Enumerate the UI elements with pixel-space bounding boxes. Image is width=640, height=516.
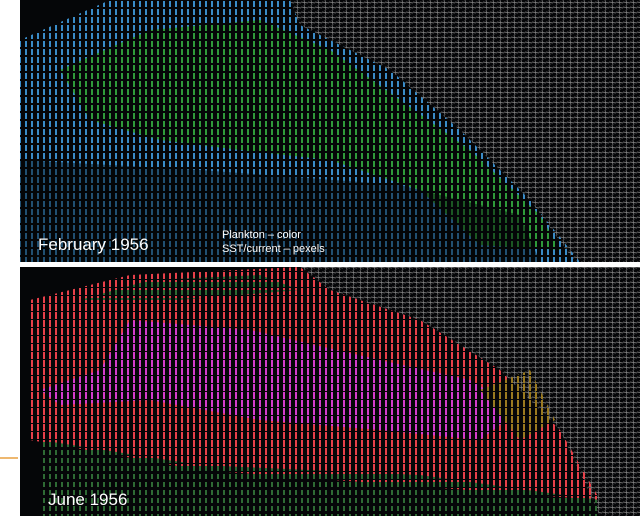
legend-text: SST/current – pexels bbox=[222, 243, 325, 255]
legend-text: Plankton – color bbox=[222, 229, 301, 241]
figure: February 1956 Plankton – color SST/curre… bbox=[0, 0, 640, 516]
panel-february: February 1956 Plankton – color SST/curre… bbox=[20, 0, 640, 262]
panel-label: February 1956 bbox=[38, 235, 149, 254]
page: February 1956 Plankton – color SST/curre… bbox=[0, 0, 640, 516]
panel-june: June 1956 bbox=[20, 267, 640, 516]
panel-label: June 1956 bbox=[48, 490, 127, 509]
